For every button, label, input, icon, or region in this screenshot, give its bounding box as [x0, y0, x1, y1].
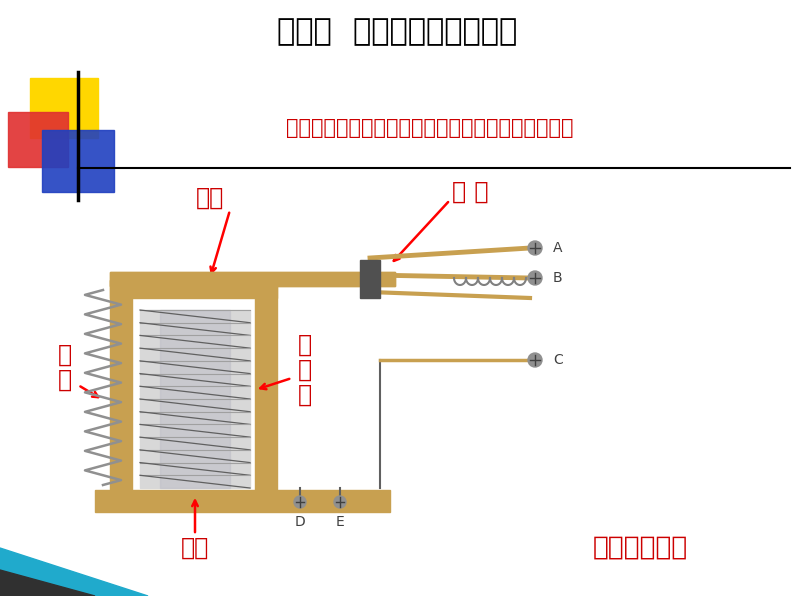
- Circle shape: [334, 496, 346, 508]
- Bar: [30, 78, 98, 138]
- Bar: [110, 280, 132, 492]
- Text: 第一节  继电器的作用和类型: 第一节 继电器的作用和类型: [277, 17, 517, 46]
- Text: 铁: 铁: [298, 383, 312, 407]
- Bar: [160, 310, 230, 488]
- Bar: [110, 280, 132, 492]
- Bar: [8, 112, 68, 167]
- Circle shape: [528, 353, 542, 367]
- Circle shape: [528, 271, 542, 285]
- Bar: [110, 272, 395, 286]
- Text: 磁: 磁: [298, 358, 312, 382]
- Bar: [380, 272, 395, 286]
- Bar: [360, 260, 380, 298]
- Text: 簧: 簧: [58, 368, 72, 392]
- Text: 一、继电器构造：电磁铁，衡铁，弹簧，触电，支架: 一、继电器构造：电磁铁，衡铁，弹簧，触电，支架: [287, 118, 574, 138]
- Bar: [140, 310, 250, 488]
- Bar: [110, 272, 380, 286]
- Bar: [95, 490, 390, 512]
- Text: B: B: [553, 271, 563, 285]
- Bar: [42, 130, 114, 192]
- Text: A: A: [553, 241, 562, 255]
- Text: D: D: [295, 515, 306, 529]
- Text: 支架: 支架: [181, 536, 209, 560]
- Bar: [255, 280, 277, 492]
- Text: 弹: 弹: [58, 343, 72, 367]
- Text: 衡铁: 衡铁: [196, 186, 224, 210]
- Text: 电: 电: [298, 333, 312, 357]
- Bar: [110, 280, 277, 298]
- Polygon shape: [0, 570, 95, 596]
- Text: 工作原理视频: 工作原理视频: [592, 535, 688, 561]
- Text: E: E: [336, 515, 345, 529]
- Text: C: C: [553, 353, 563, 367]
- Circle shape: [528, 241, 542, 255]
- Polygon shape: [0, 548, 148, 596]
- Text: 触 点: 触 点: [452, 180, 488, 204]
- Circle shape: [294, 496, 306, 508]
